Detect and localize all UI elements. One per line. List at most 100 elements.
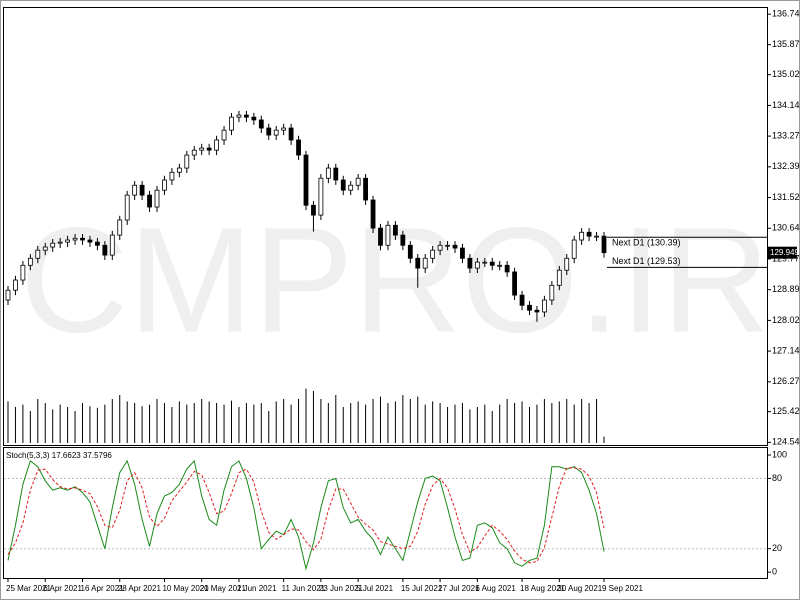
candle-body bbox=[571, 239, 577, 259]
y-tick-label: 133.270 bbox=[772, 130, 800, 140]
candle-body bbox=[109, 234, 115, 256]
candle-body bbox=[191, 149, 197, 156]
candle-body bbox=[236, 114, 242, 118]
level-label: Next D1 (129.53) bbox=[612, 256, 681, 266]
candle-body bbox=[348, 184, 354, 191]
y-tick-label: 130.645 bbox=[772, 223, 800, 233]
candle-body bbox=[266, 127, 272, 136]
candle-body bbox=[564, 257, 570, 271]
candle-body bbox=[169, 171, 175, 181]
candle-body bbox=[392, 224, 398, 236]
candle-body bbox=[556, 269, 562, 286]
candle-body bbox=[460, 247, 465, 259]
y-tick-label: 127.145 bbox=[772, 345, 800, 355]
candle-body bbox=[579, 231, 585, 241]
x-tick-label: 16 Apr 2021 bbox=[81, 584, 125, 593]
candle-body bbox=[35, 249, 41, 259]
stoch-line bbox=[7, 467, 605, 564]
candle-body bbox=[340, 179, 346, 191]
candle-body bbox=[87, 239, 93, 243]
x-tick-label: 11 Jun 2021 bbox=[282, 584, 326, 593]
candle-body bbox=[50, 242, 56, 248]
candle-body bbox=[124, 194, 130, 221]
candle-body bbox=[415, 257, 421, 269]
candle-body bbox=[288, 127, 294, 141]
candle-body bbox=[534, 309, 540, 313]
candle-body bbox=[318, 177, 324, 216]
candle-body bbox=[363, 177, 369, 201]
candle-body bbox=[102, 244, 108, 256]
x-tick-label: 27 Jul 2021 bbox=[438, 584, 480, 593]
candle-body bbox=[273, 129, 279, 136]
candle-body bbox=[303, 154, 309, 206]
x-tick-label: 25 Mar 2021 bbox=[6, 584, 51, 593]
candle-body bbox=[243, 114, 249, 118]
stoch-title: Stoch(5,3,3) 17.6623 37.5796 bbox=[6, 451, 112, 460]
x-tick-label: 6 Apr 2021 bbox=[43, 584, 82, 593]
current-price: 129.949 bbox=[770, 248, 799, 257]
candle-body bbox=[422, 257, 428, 269]
y-tick-label: 100 bbox=[772, 449, 787, 459]
candle-body bbox=[594, 235, 599, 238]
x-tick-label: 15 Jul 2021 bbox=[401, 584, 443, 593]
candle-body bbox=[452, 244, 458, 249]
candle-body bbox=[430, 249, 436, 259]
candle-body bbox=[325, 167, 331, 179]
candle-body bbox=[296, 139, 301, 156]
stoch-line bbox=[7, 459, 605, 571]
candle-body bbox=[489, 261, 495, 266]
candle-body bbox=[206, 147, 212, 151]
candle-body bbox=[542, 299, 547, 313]
y-tick-label: 124.545 bbox=[772, 437, 800, 447]
candle-body bbox=[586, 231, 592, 237]
candle-body bbox=[214, 139, 220, 151]
y-tick-label: 135.875 bbox=[772, 39, 800, 49]
candle-body bbox=[13, 279, 18, 291]
candle-body bbox=[162, 179, 167, 191]
candle-body bbox=[497, 264, 503, 267]
x-tick-label: 28 Apr 2021 bbox=[118, 584, 162, 593]
candle-body bbox=[20, 264, 26, 281]
y-tick-label: 80 bbox=[772, 473, 782, 483]
candle-body bbox=[27, 257, 33, 266]
candle-body bbox=[154, 189, 160, 208]
candle-body bbox=[251, 116, 257, 121]
candle-body bbox=[311, 204, 316, 216]
x-tick-label: 1 Jun 2021 bbox=[237, 584, 277, 593]
candle-body bbox=[184, 154, 190, 169]
candle-body bbox=[199, 147, 205, 151]
price-panel bbox=[3, 7, 768, 446]
x-tick-label: 18 Aug 2021 bbox=[520, 584, 565, 593]
x-tick-label: 10 May 2021 bbox=[162, 584, 209, 593]
candle-body bbox=[519, 294, 525, 306]
y-tick-label: 136.745 bbox=[772, 9, 800, 19]
candle-body bbox=[5, 289, 11, 301]
candle-body bbox=[601, 235, 607, 254]
y-tick-label: 135.020 bbox=[772, 69, 800, 79]
x-tick-label: 20 May 2021 bbox=[200, 584, 247, 593]
candle-body bbox=[147, 194, 152, 208]
candle-body bbox=[42, 246, 48, 251]
candle-body bbox=[258, 119, 264, 129]
candle-body bbox=[445, 244, 450, 247]
candle-body bbox=[549, 284, 555, 301]
candle-body bbox=[117, 219, 123, 236]
candle-body bbox=[176, 167, 182, 173]
x-tick-label: 6 Aug 2021 bbox=[475, 584, 516, 593]
candle-body bbox=[281, 127, 287, 131]
candle-body bbox=[527, 304, 532, 311]
x-tick-label: 30 Aug 2021 bbox=[557, 584, 602, 593]
candle-body bbox=[482, 261, 488, 264]
candle-body bbox=[95, 241, 100, 246]
candle-body bbox=[229, 116, 234, 131]
candle-body bbox=[221, 129, 227, 141]
y-tick-label: 126.270 bbox=[772, 376, 800, 386]
candle-body bbox=[385, 224, 391, 246]
candle-body bbox=[80, 237, 85, 241]
y-tick-label: 128.020 bbox=[772, 315, 800, 325]
candle-body bbox=[355, 177, 361, 186]
stoch-panel bbox=[3, 447, 768, 579]
